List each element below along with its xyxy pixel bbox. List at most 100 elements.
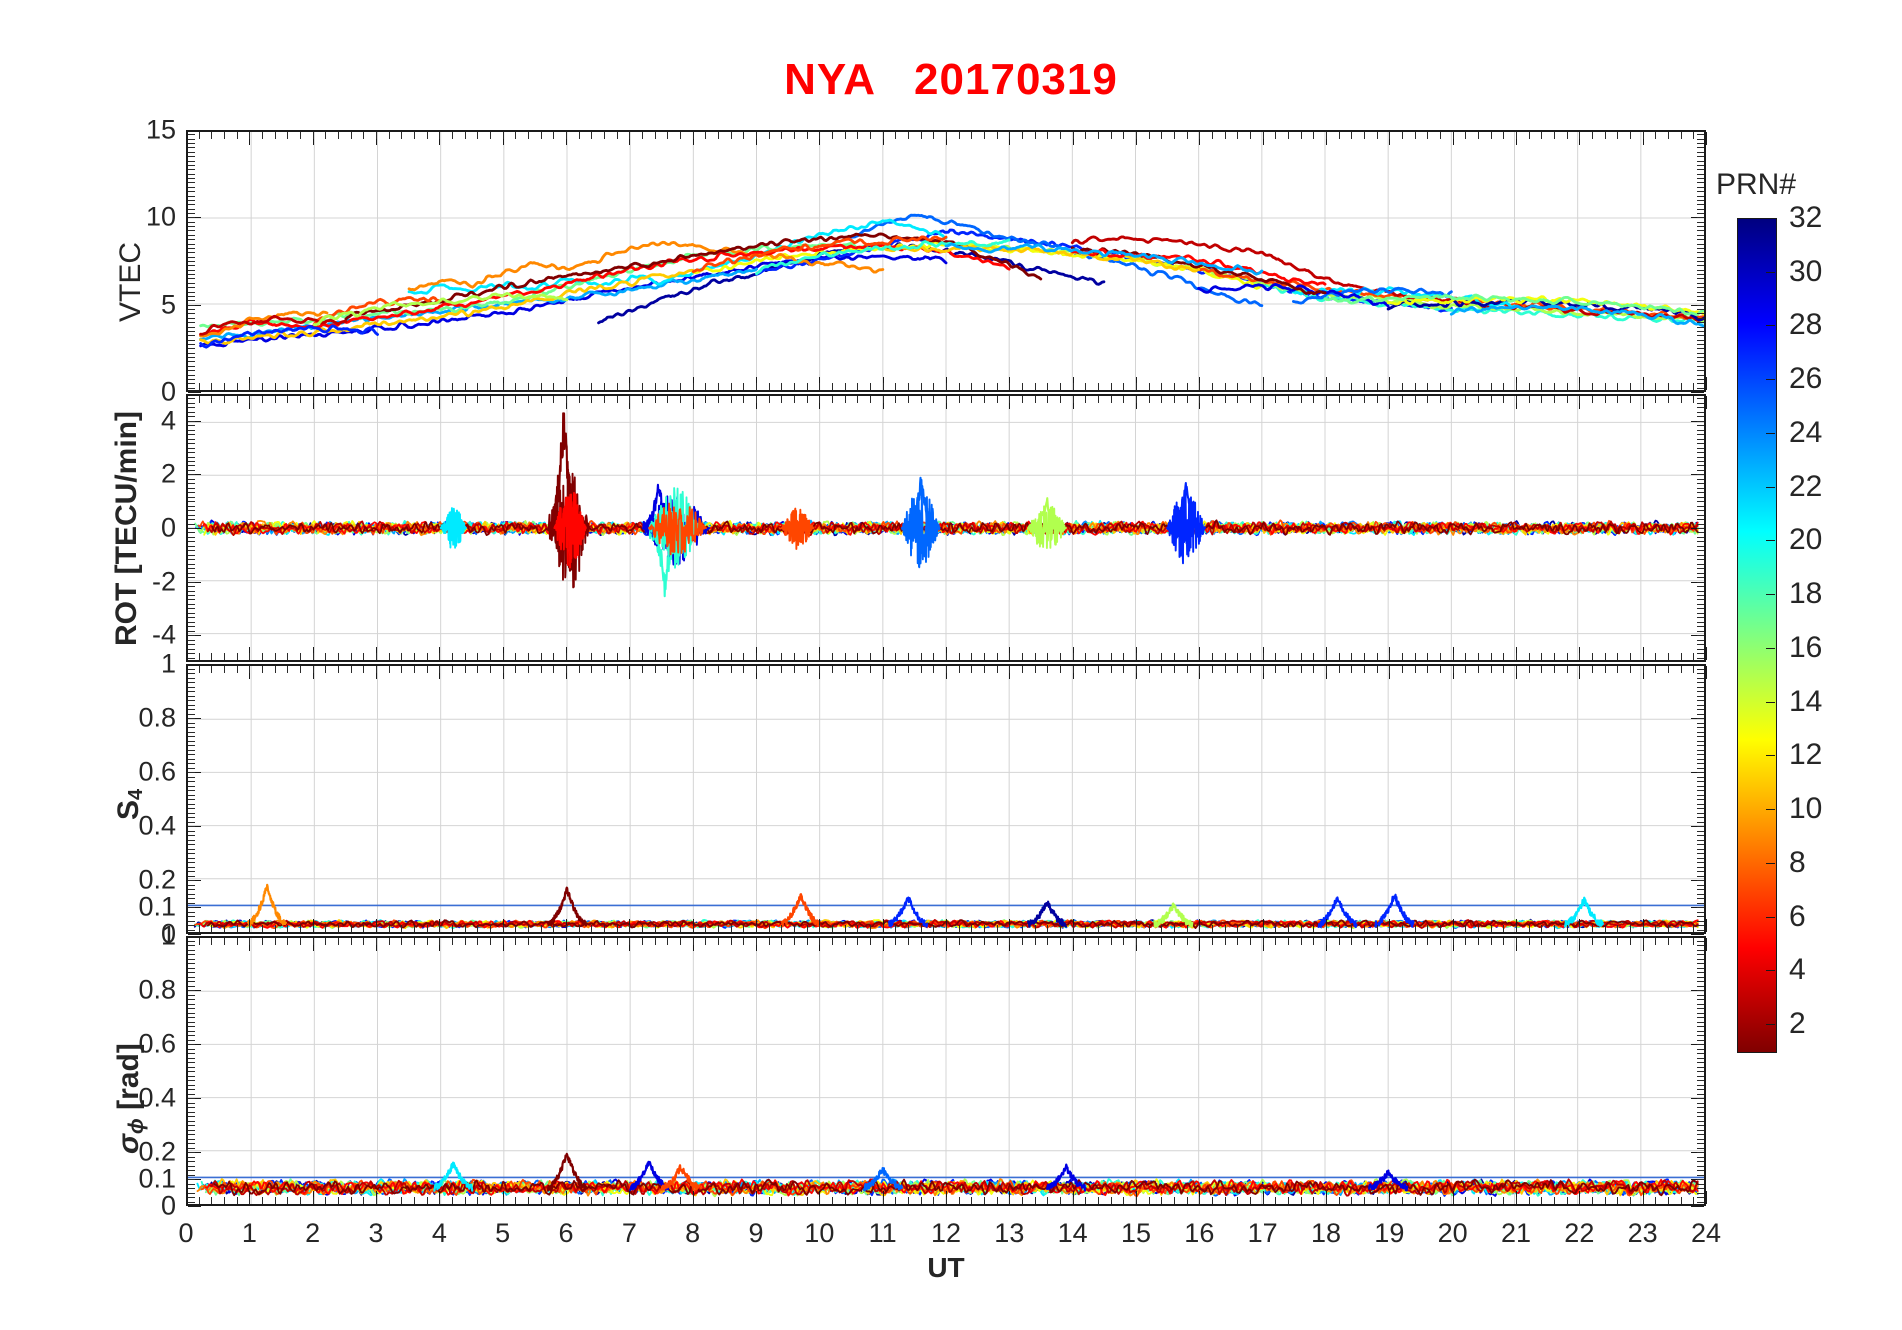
y-minor-tick-s4 [188,763,195,764]
x-minor-tick-rot [1136,396,1137,403]
x-minor-tick-sp [1313,1197,1315,1204]
y-minor-tick-s4 [1697,889,1704,890]
x-minor-tick-rot [477,396,479,403]
y-minor-tick-s4 [188,884,195,886]
x-minor-tick-rot [1326,653,1327,660]
y-minor-tick-vtec [188,239,195,241]
x-minor-tick-vtec [908,132,909,139]
x-minor-tick-vtec [756,132,757,139]
y-minor-tick-rot [1697,608,1704,610]
x-minor-tick-vtec [1364,383,1365,390]
x-minor-tick-rot [667,396,669,403]
x-minor-tick-vtec [908,383,909,390]
x-minor-tick-rot [1148,653,1150,660]
y-minor-tick-vtec [1697,261,1704,262]
x-minor-tick-s4 [287,666,289,673]
x-minor-tick-s4 [1351,925,1353,932]
x-minor-tick-rot [946,653,947,660]
y-minor-tick-rot [1697,438,1704,440]
x-minor-tick-rot [1313,653,1315,660]
data-series-line [780,507,815,550]
x-minor-tick-rot [1034,653,1036,660]
y-minor-tick-rot [188,452,195,454]
y-minor-tick-sp [188,1188,195,1189]
x-minor-tick-sp [1440,938,1441,945]
x-minor-tick-rot [1579,396,1581,403]
y-minor-tick-vtec [1697,164,1704,166]
x-minor-tick-rot [1009,653,1011,660]
x-minor-tick-vtec [477,132,479,139]
y-tick-label-s4: 0.1 [138,891,176,922]
colorbar-tick-label: 26 [1789,362,1823,396]
y-minor-tick-sp [1697,1035,1704,1036]
y-minor-tick-vtec [188,234,195,236]
x-minor-tick-rot [274,653,276,660]
y-minor-tick-rot [188,612,195,614]
x-minor-tick-vtec [1541,383,1543,390]
x-minor-tick-rot [1592,653,1593,660]
x-minor-tick-rot [338,396,339,403]
y-minor-tick-rot [1697,653,1704,655]
x-minor-tick-rot [439,396,441,403]
x-minor-tick-vtec [1452,383,1454,390]
x-minor-tick-vtec [464,383,466,390]
x-minor-tick-s4 [692,666,694,673]
x-minor-tick-vtec [705,383,707,390]
y-minor-tick-rot [1697,523,1704,525]
y-minor-tick-rot [1697,398,1704,400]
x-minor-tick-vtec [274,132,276,139]
y-minor-tick-s4 [1697,853,1704,854]
x-minor-tick-s4 [768,925,770,932]
x-minor-tick-vtec [971,132,973,139]
x-minor-tick-vtec [1693,132,1695,139]
x-minor-tick-vtec [857,383,859,390]
x-minor-tick-rot [1503,396,1505,403]
x-minor-tick-vtec [1541,132,1543,139]
x-minor-tick-vtec [692,383,694,390]
y-minor-tick-vtec [188,151,195,153]
data-series-line [407,240,885,292]
x-minor-tick-s4 [1009,666,1011,673]
y-minor-tick-rot [188,416,195,418]
x-minor-tick-s4 [540,666,542,673]
x-minor-tick-s4 [996,925,998,932]
x-tick-label: 14 [1057,1218,1088,1248]
x-minor-tick-s4 [756,925,757,932]
x-minor-tick-vtec [553,132,555,139]
y-minor-tick-rot [188,474,195,476]
x-minor-tick-vtec [198,383,200,390]
y-minor-tick-rot [1697,407,1704,409]
y-minor-tick-vtec [188,361,195,363]
y-minor-tick-vtec [1697,339,1704,341]
x-minor-tick-rot [1414,396,1416,403]
colorbar-tick [1766,809,1775,811]
y-tick-vtec [188,392,201,393]
x-minor-tick-sp [882,938,884,945]
x-minor-tick-vtec [1630,383,1631,390]
x-minor-tick-s4 [224,666,225,673]
x-minor-tick-vtec [654,132,656,139]
x-minor-tick-vtec [604,132,605,139]
x-minor-tick-sp [1478,1197,1479,1204]
x-minor-tick-s4 [1047,925,1049,932]
x-minor-tick-sp [642,1197,643,1204]
y-minor-tick-sp [1697,1039,1704,1041]
x-minor-tick-sp [1566,1197,1568,1204]
y-minor-tick-vtec [1697,243,1704,245]
y-minor-tick-sp [188,981,195,982]
x-minor-tick-rot [1668,396,1669,403]
x-minor-tick-sp [743,1197,745,1204]
x-minor-tick-s4 [1313,925,1315,932]
x-minor-tick-s4 [1655,925,1657,932]
x-minor-tick-vtec [1364,132,1365,139]
x-minor-tick-rot [1136,653,1137,660]
x-minor-tick-sp [1186,938,1188,945]
x-minor-tick-sp [211,1197,213,1204]
x-minor-tick-sp [1174,1197,1175,1204]
y-minor-tick-rot [1697,434,1704,436]
y-minor-tick-sp [1697,1134,1704,1135]
y-minor-tick-s4 [1697,799,1704,800]
colorbar-tick-label: 32 [1789,201,1823,234]
x-minor-tick-s4 [1199,925,1201,932]
